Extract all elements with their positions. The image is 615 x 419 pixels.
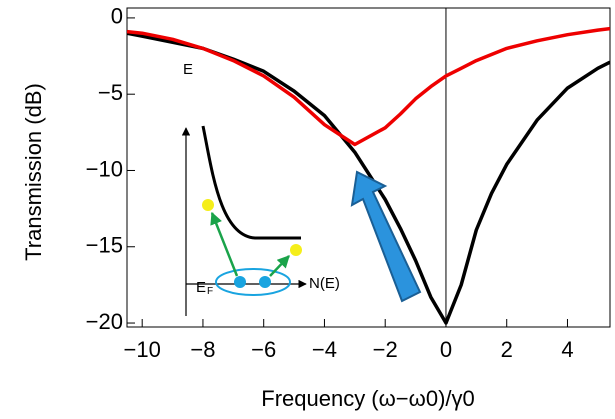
x-tick-label: −4	[312, 337, 337, 362]
y-tick-label: −10	[86, 156, 123, 181]
y-tick-label: 0	[111, 4, 123, 29]
inset-diagram: E E F N(E)	[181, 61, 340, 316]
y-axis-title: Transmission (dB)	[21, 83, 46, 261]
line-series	[127, 26, 610, 147]
inset-e-label: E	[183, 61, 193, 78]
x-axis-title: Frequency (ω−ω0)/γ0	[261, 386, 475, 411]
inset-ef-label: E	[196, 279, 206, 296]
x-tick-label: 0	[440, 337, 452, 362]
y-tick-label: −15	[86, 233, 123, 258]
x-tick-label: −2	[373, 337, 398, 362]
x-tick-label: 4	[561, 337, 573, 362]
x-tick-label: 2	[501, 337, 513, 362]
x-tick-label: −8	[190, 337, 215, 362]
x-tick-label: −6	[251, 337, 276, 362]
y-tick-label: −20	[86, 309, 123, 334]
inset-ef-sub: F	[207, 286, 213, 297]
inset-ne-label: N(E)	[309, 275, 340, 292]
plot-frame	[126, 7, 611, 328]
y-tick-label: −5	[98, 80, 123, 105]
x-tick-label: −10	[124, 337, 161, 362]
big-arrow	[350, 170, 422, 303]
